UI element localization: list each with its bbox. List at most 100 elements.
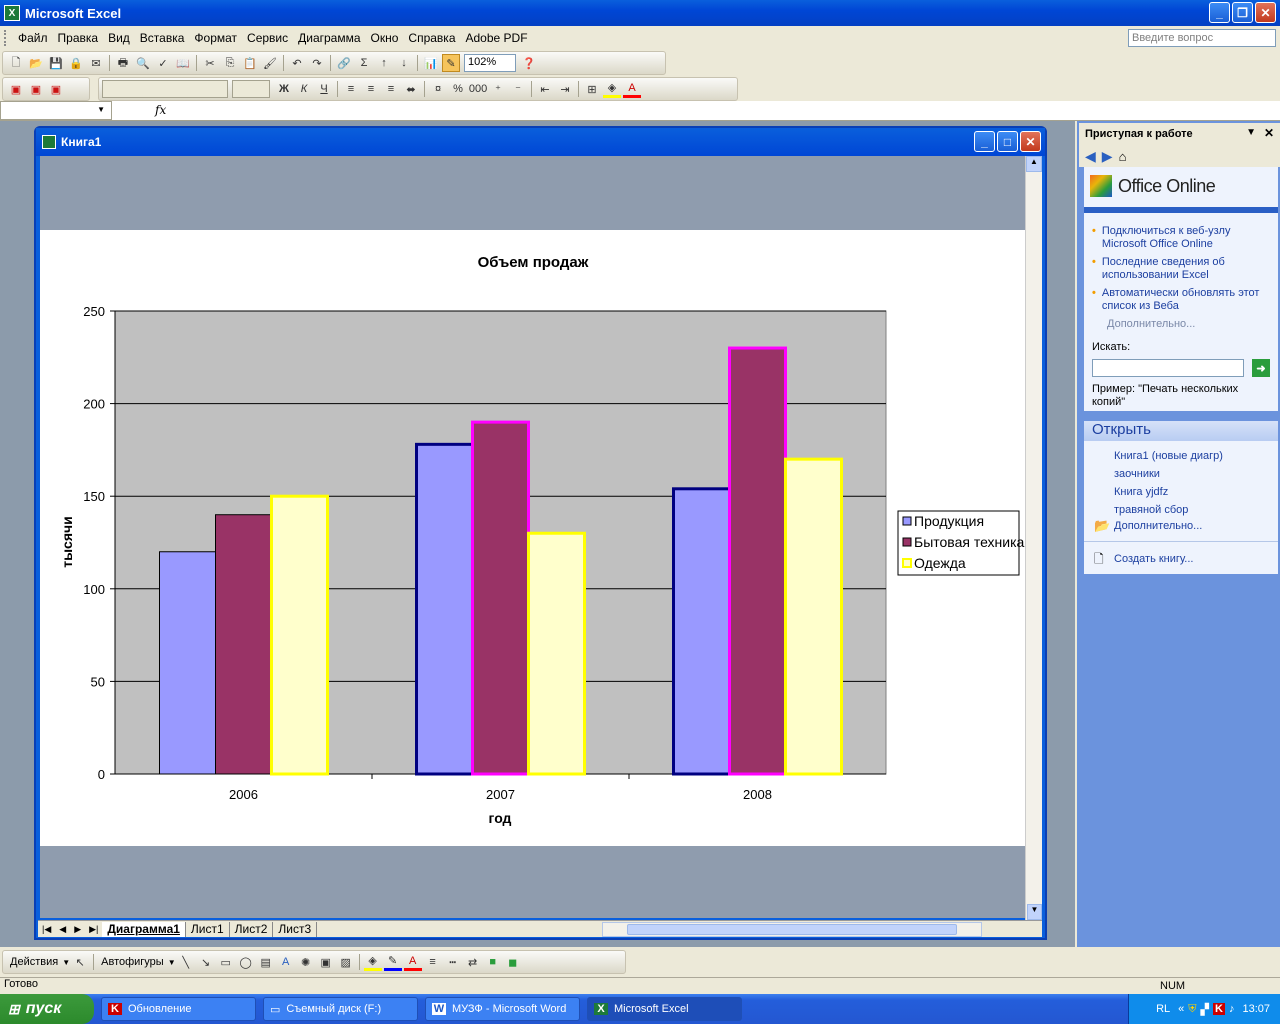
chevron-down-icon[interactable]: ▼ xyxy=(97,105,105,114)
show-hidden-icons-icon[interactable]: « xyxy=(1178,1003,1185,1015)
taskbar-item-excel[interactable]: X Microsoft Excel xyxy=(587,997,742,1021)
rectangle-icon[interactable]: ▭ xyxy=(220,956,231,969)
oval-icon[interactable]: ◯ xyxy=(239,956,252,969)
menu-window[interactable]: Окно xyxy=(370,31,399,45)
start-button[interactable]: ⊞ пуск xyxy=(0,994,94,1024)
shadow-icon[interactable]: ■ xyxy=(489,956,496,968)
formula-input[interactable] xyxy=(170,101,1280,120)
permission-icon[interactable]: 🔒 xyxy=(69,57,83,70)
menu-format[interactable]: Формат xyxy=(194,31,238,45)
autosum-icon[interactable]: Σ xyxy=(360,57,368,69)
fill-color-icon[interactable]: ◈ xyxy=(603,80,621,98)
security-shield-icon[interactable]: ⛨ xyxy=(1188,1002,1197,1015)
textbox-icon[interactable]: ▤ xyxy=(260,956,271,969)
decrease-indent-icon[interactable]: ⇤ xyxy=(540,83,550,96)
line-icon[interactable]: ╲ xyxy=(182,956,189,969)
menu-view[interactable]: Вид xyxy=(108,31,130,45)
workbook-close-button[interactable]: ✕ xyxy=(1020,131,1041,152)
copy-icon[interactable]: ⎘ xyxy=(225,56,235,69)
new-icon[interactable]: 🗋 xyxy=(11,56,21,69)
open-icon[interactable]: 📂 xyxy=(29,57,43,70)
font-name-select[interactable] xyxy=(102,80,228,98)
scroll-thumb[interactable] xyxy=(627,923,958,935)
taskbar-item-update[interactable]: K Обновление xyxy=(101,997,256,1021)
taskbar-item-word[interactable]: W МУЗФ - Microsoft Word xyxy=(425,997,580,1021)
chevron-down-icon[interactable]: ▼ xyxy=(62,957,71,967)
sort-ascending-icon[interactable]: ↑ xyxy=(381,57,387,69)
arrow-icon[interactable]: ↘ xyxy=(201,956,211,969)
font-size-select[interactable] xyxy=(232,80,270,98)
menu-edit[interactable]: Правка xyxy=(57,31,99,45)
align-center-icon[interactable]: ≡ xyxy=(367,83,375,95)
comma-style-icon[interactable]: 000 xyxy=(468,83,488,95)
align-right-icon[interactable]: ≡ xyxy=(387,83,395,95)
office-link-1[interactable]: Подключиться к веб-узлу Microsoft Office… xyxy=(1101,225,1231,250)
network-icon[interactable]: ▞ xyxy=(1200,1003,1210,1016)
font-color-icon[interactable]: A xyxy=(403,953,422,971)
scroll-up-icon[interactable]: ▲ xyxy=(1026,156,1042,172)
office-link-2[interactable]: Последние сведения об использовании Exce… xyxy=(1101,256,1225,281)
hyperlink-icon[interactable]: 🔗 xyxy=(337,57,351,70)
currency-icon[interactable]: ¤ xyxy=(434,83,442,95)
clipart-icon[interactable]: ▣ xyxy=(320,956,331,969)
tab-chart1[interactable]: Диаграмма1 xyxy=(102,921,186,937)
name-box[interactable]: ▼ xyxy=(0,101,112,120)
menu-help[interactable]: Справка xyxy=(408,31,456,45)
print-icon[interactable]: 🖶 xyxy=(117,56,129,69)
forward-icon[interactable]: ▶ xyxy=(1101,147,1113,164)
search-input[interactable] xyxy=(1092,359,1244,377)
tab-next-icon[interactable]: ▶ xyxy=(74,923,82,934)
paste-icon[interactable]: 📋 xyxy=(243,57,257,70)
pdf-review-icon[interactable]: ▣ xyxy=(50,83,62,96)
language-indicator[interactable]: RL xyxy=(1156,1003,1171,1015)
print-preview-icon[interactable]: 🔍 xyxy=(136,57,150,70)
function-icon[interactable]: fx xyxy=(155,103,167,117)
help-icon[interactable]: ❓ xyxy=(522,57,536,70)
zoom-select[interactable]: 102% xyxy=(464,54,516,72)
font-color-icon[interactable]: A xyxy=(623,80,641,98)
task-pane-close-icon[interactable]: ✕ xyxy=(1263,126,1274,140)
format-painter-icon[interactable]: 🖌 xyxy=(263,57,277,70)
menu-tools[interactable]: Сервис xyxy=(247,31,289,45)
tab-sheet3[interactable]: Лист3 xyxy=(273,921,318,937)
chevron-down-icon[interactable]: ▼ xyxy=(167,957,176,967)
tab-sheet1[interactable]: Лист1 xyxy=(186,921,230,937)
pdf-convert-icon[interactable]: ▣ xyxy=(10,83,22,96)
drawing-icon[interactable]: ✎ xyxy=(442,54,460,72)
back-icon[interactable]: ◀ xyxy=(1085,147,1096,164)
wordart-icon[interactable]: A xyxy=(281,956,290,968)
create-workbook-link[interactable]: Создать книгу... xyxy=(1114,553,1194,565)
kaspersky-tray-icon[interactable]: K xyxy=(1213,1003,1225,1015)
more-link[interactable]: Дополнительно... xyxy=(1107,318,1196,330)
menu-chart[interactable]: Диаграмма xyxy=(298,31,361,45)
tab-prev-icon[interactable]: ◀ xyxy=(59,923,67,934)
tab-last-icon[interactable]: ▶| xyxy=(89,923,99,934)
spelling-icon[interactable]: ✓ xyxy=(158,57,168,70)
sort-descending-icon[interactable]: ↓ xyxy=(401,57,407,69)
redo-icon[interactable]: ↷ xyxy=(312,57,322,70)
ask-question-input[interactable]: Введите вопрос xyxy=(1128,29,1276,47)
chart-wizard-icon[interactable]: 📊 xyxy=(424,57,438,70)
line-style-icon[interactable]: ≡ xyxy=(429,956,436,968)
save-icon[interactable]: 💾 xyxy=(49,57,63,70)
home-icon[interactable]: ⌂ xyxy=(1118,148,1127,164)
chart-area[interactable]: Объем продаж 0 50 100 150 200 250 2006 2007 2008 г… xyxy=(40,230,1026,846)
recent-file-2[interactable]: заочники xyxy=(1114,468,1160,480)
recent-file-4[interactable]: травяной сбор xyxy=(1114,504,1189,516)
recent-file-3[interactable]: Книга yjdfz xyxy=(1114,486,1169,498)
picture-icon[interactable]: ▨ xyxy=(340,956,351,969)
align-left-icon[interactable]: ≡ xyxy=(347,83,355,95)
task-pane-menu-icon[interactable]: ▼ xyxy=(1246,127,1256,138)
email-icon[interactable]: ✉ xyxy=(91,57,101,70)
bold-icon[interactable]: Ж xyxy=(279,83,289,95)
merge-center-icon[interactable]: ⬌ xyxy=(406,83,416,96)
vertical-scrollbar[interactable]: ▲ ▼ xyxy=(1025,156,1042,920)
minimize-button[interactable]: _ xyxy=(1209,2,1230,23)
scroll-down-icon[interactable]: ▼ xyxy=(1027,904,1042,920)
office-link-3[interactable]: Автоматически обновлять этот список из В… xyxy=(1101,287,1260,312)
3d-icon[interactable]: ◼ xyxy=(508,956,518,969)
menu-insert[interactable]: Вставка xyxy=(139,31,185,45)
autoshapes-menu[interactable]: Автофигуры xyxy=(101,956,164,968)
open-more-link[interactable]: Дополнительно... xyxy=(1114,520,1203,532)
recent-file-1[interactable]: Книга1 (новые диагр) xyxy=(1114,450,1223,462)
